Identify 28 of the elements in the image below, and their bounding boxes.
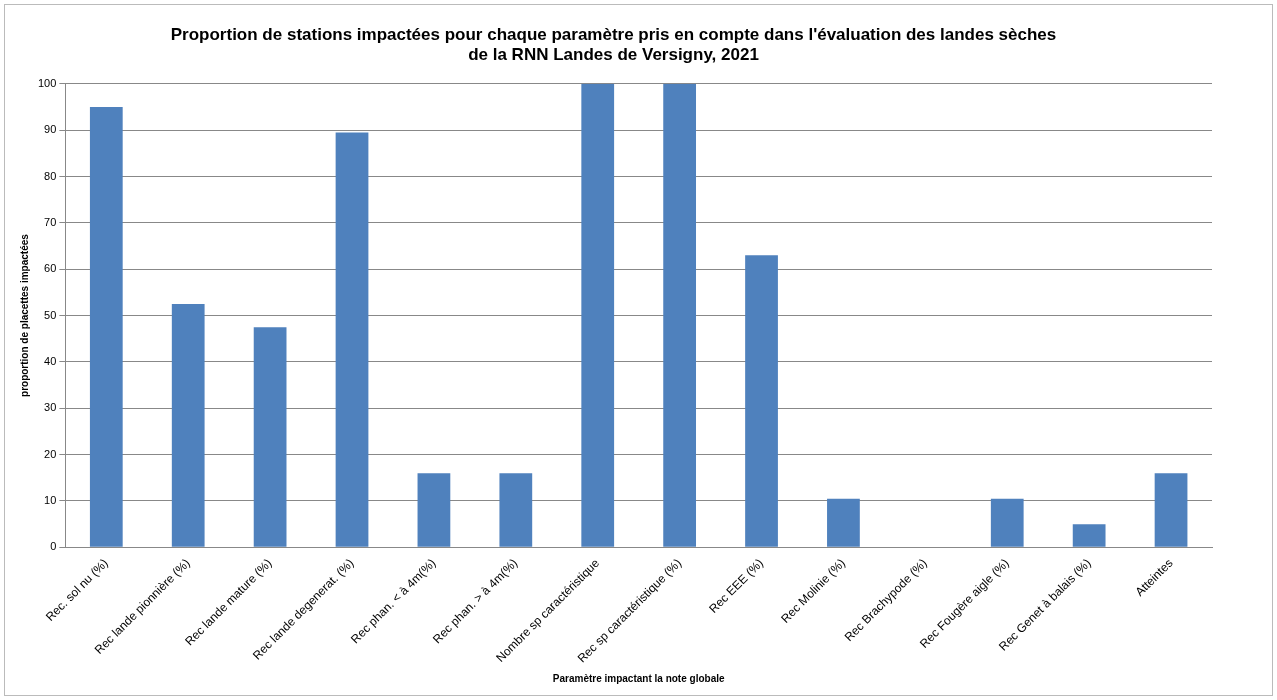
y-tick-label: 50 — [44, 308, 57, 321]
y-tick-label: 20 — [44, 447, 57, 460]
bar — [827, 498, 860, 547]
bar — [1154, 473, 1188, 547]
bar — [171, 303, 205, 547]
bar — [1072, 524, 1106, 547]
bar — [745, 255, 778, 547]
y-tick-label: 30 — [44, 401, 57, 414]
y-tick-label: 40 — [44, 354, 57, 367]
x-tick-label: Rec. sol nu (%) — [42, 555, 111, 624]
y-tick-label: 100 — [37, 76, 57, 89]
bar — [253, 327, 287, 547]
bar — [417, 473, 451, 547]
y-tick-label: 10 — [44, 494, 57, 506]
y-tick-label: 90 — [44, 123, 57, 136]
y-tick-label: 80 — [44, 169, 57, 182]
y-axis-title: proportion de placettes impactées — [18, 233, 30, 397]
bar — [89, 106, 123, 547]
bar — [581, 83, 615, 547]
chart-title: Proportion de stations impactées pour chaque paramètre pris en compte dans l'évaluation des landes sèches de la RNN Landes de Versigny, 2021 — [170, 24, 1057, 65]
y-tick-label: 60 — [44, 262, 57, 275]
bar — [663, 83, 697, 547]
bar — [499, 473, 533, 547]
y-tick-label: 70 — [44, 215, 57, 228]
bar — [990, 498, 1024, 547]
bar — [335, 132, 369, 547]
y-tick-label: 0 — [50, 540, 57, 553]
x-axis-title: Paramètre impactant la note globale — [552, 672, 725, 684]
